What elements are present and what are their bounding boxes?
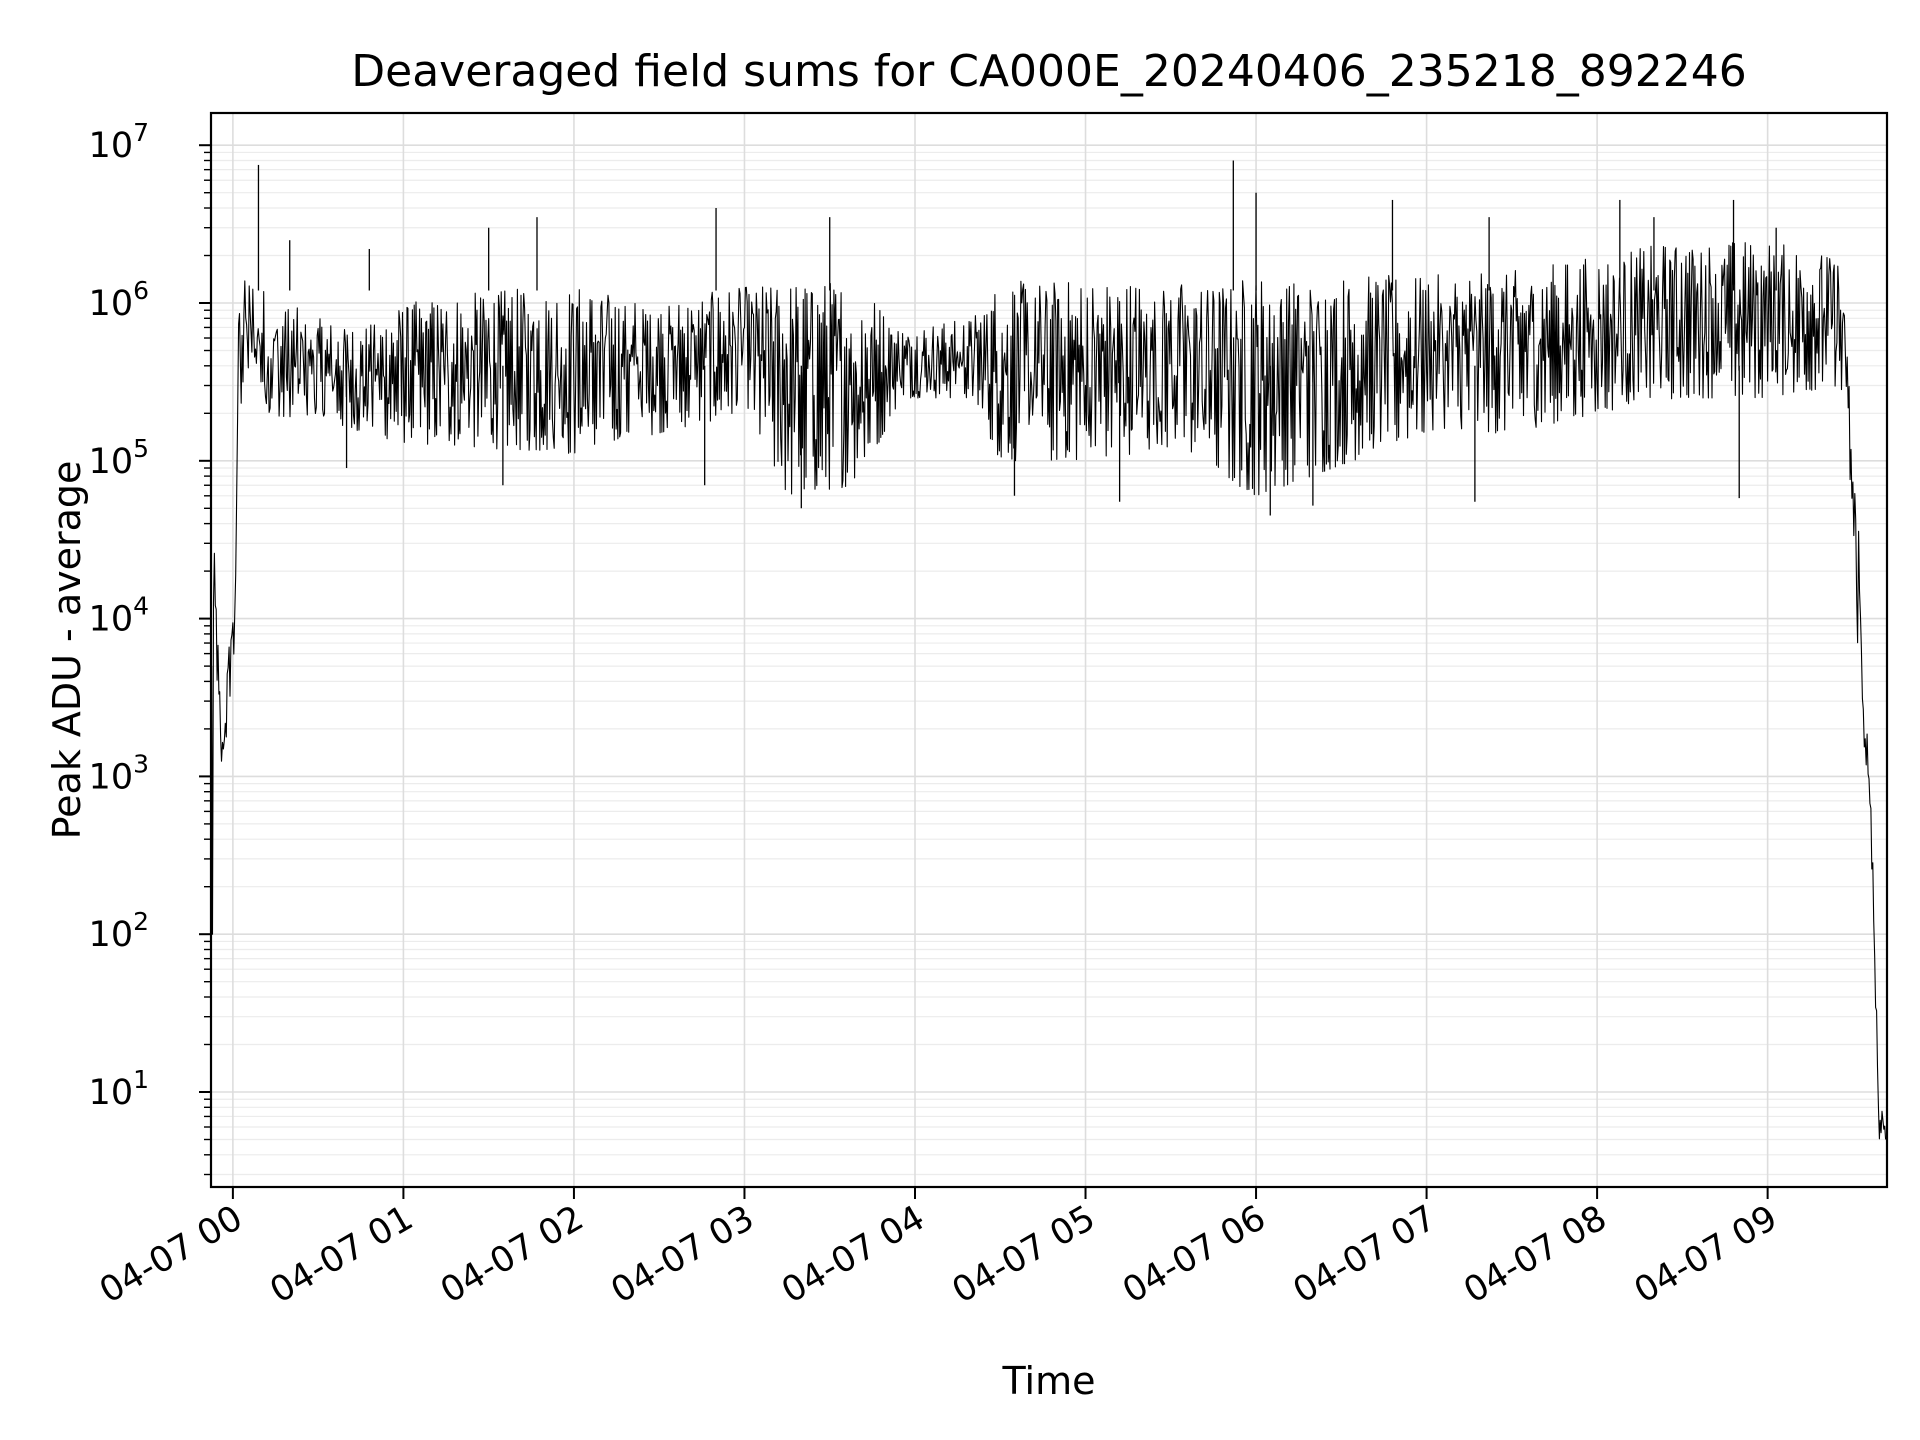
y-tick-exponent: 1 xyxy=(133,1065,149,1094)
y-tick-exponent: 2 xyxy=(133,907,149,936)
plot-frame xyxy=(209,111,1889,1189)
chart-title: Deaveraged field sums for CA000E_2024040… xyxy=(351,46,1746,97)
y-tick-exponent: 6 xyxy=(133,276,149,305)
y-tick-exponent: 3 xyxy=(133,749,149,778)
y-tick-exponent: 7 xyxy=(133,118,149,147)
y-tick-exponent: 4 xyxy=(133,592,149,621)
y-tick-label: 106 xyxy=(89,276,149,324)
y-tick-label: 102 xyxy=(89,907,149,955)
y-axis-label: Peak ADU - average xyxy=(45,461,89,840)
x-axis-label: Time xyxy=(1002,1359,1096,1403)
y-tick-exponent: 5 xyxy=(133,434,149,463)
y-tick-label: 107 xyxy=(89,118,149,166)
series-line xyxy=(211,242,1887,1140)
series xyxy=(211,160,1887,1140)
